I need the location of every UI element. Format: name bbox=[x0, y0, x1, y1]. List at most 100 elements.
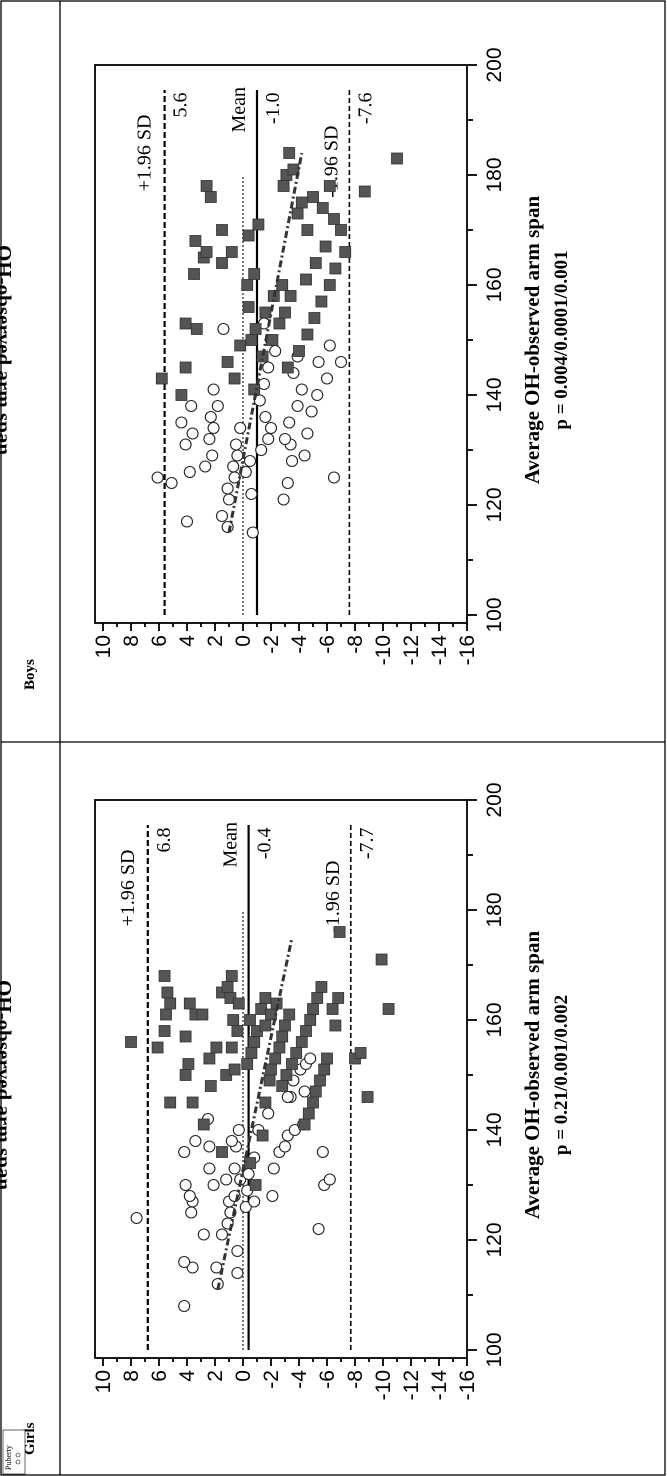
data-point-circle bbox=[334, 355, 348, 369]
data-point-square bbox=[196, 1008, 209, 1021]
data-point-circle bbox=[281, 476, 294, 490]
data-point-circle bbox=[245, 487, 258, 501]
data-point-circle bbox=[186, 427, 199, 440]
data-point-circle bbox=[175, 416, 188, 429]
data-point-circle bbox=[178, 1145, 191, 1159]
y-tick-label: -4 bbox=[288, 1370, 311, 1389]
data-point-circle bbox=[323, 339, 336, 352]
data-point-square bbox=[339, 246, 352, 258]
data-point-square bbox=[358, 185, 371, 198]
data-point-circle bbox=[304, 1052, 317, 1065]
data-point-square bbox=[228, 372, 241, 385]
data-point-square bbox=[276, 279, 289, 291]
data-point-square bbox=[234, 339, 247, 352]
data-point-circle bbox=[231, 449, 244, 462]
data-point-square bbox=[227, 1014, 240, 1026]
data-point-square bbox=[190, 323, 203, 335]
data-point-circle bbox=[228, 1162, 241, 1175]
y-tick-label: -16 bbox=[456, 1370, 479, 1400]
data-point-square bbox=[315, 295, 328, 308]
data-point-circle bbox=[234, 421, 247, 435]
group-label-girls: Girls bbox=[22, 1422, 38, 1455]
data-point-square bbox=[382, 1003, 395, 1015]
data-point-circle bbox=[207, 421, 220, 435]
data-point-circle bbox=[203, 1162, 216, 1175]
y-tick-label: -6 bbox=[316, 635, 339, 654]
y-tick-label: 10 bbox=[92, 635, 115, 658]
data-point-square bbox=[276, 1030, 289, 1043]
y-tick-label: 6 bbox=[148, 635, 171, 647]
data-point-circle bbox=[207, 1178, 220, 1192]
data-point-circle bbox=[231, 1266, 244, 1280]
data-point-circle bbox=[165, 476, 178, 490]
data-point-square bbox=[307, 191, 319, 203]
data-point-square bbox=[242, 229, 255, 242]
data-point-square bbox=[125, 1036, 137, 1048]
data-point-square bbox=[179, 1069, 192, 1081]
data-point-square bbox=[216, 224, 228, 236]
data-point-square bbox=[284, 290, 297, 302]
data-point-circle bbox=[278, 1140, 292, 1153]
y-tick-label: -16 bbox=[456, 635, 479, 665]
data-point-square bbox=[309, 257, 322, 269]
data-point-square bbox=[273, 317, 286, 330]
data-point-circle bbox=[305, 405, 318, 418]
lower-loa-value: -7.7 bbox=[356, 828, 378, 860]
data-point-square bbox=[203, 1052, 216, 1065]
data-point-square bbox=[259, 992, 272, 1004]
data-point-circle bbox=[312, 355, 325, 369]
data-point-circle bbox=[312, 1222, 325, 1236]
data-point-square bbox=[259, 1019, 272, 1032]
data-point-square bbox=[329, 1019, 342, 1032]
mean-label: Mean bbox=[228, 87, 250, 133]
x-tick-label: 120 bbox=[483, 487, 506, 522]
data-point-circle bbox=[232, 1123, 245, 1137]
data-point-square bbox=[328, 213, 340, 225]
data-point-square bbox=[245, 1047, 258, 1059]
y-tick-label: -4 bbox=[288, 635, 311, 654]
data-point-square bbox=[323, 180, 336, 192]
data-point-square bbox=[265, 1063, 277, 1076]
data-point-circle bbox=[197, 1228, 210, 1241]
data-point-square bbox=[158, 1025, 171, 1037]
data-point-square bbox=[252, 218, 265, 231]
data-point-square bbox=[335, 224, 347, 236]
x-tick-label: 140 bbox=[483, 377, 506, 412]
data-point-square bbox=[216, 1146, 228, 1158]
mean-value: -1.0 bbox=[262, 93, 284, 125]
data-point-square bbox=[287, 163, 300, 176]
data-point-square bbox=[329, 262, 342, 275]
data-point-circle bbox=[243, 454, 257, 468]
y-tick-label: -12 bbox=[400, 1370, 423, 1400]
mean-value: -0.4 bbox=[254, 828, 276, 860]
data-point-square bbox=[244, 1014, 256, 1026]
data-point-square bbox=[151, 1041, 164, 1054]
data-point-square bbox=[256, 1129, 269, 1142]
data-point-square bbox=[314, 1074, 326, 1087]
data-point-square bbox=[300, 273, 312, 286]
data-point-square bbox=[283, 1008, 296, 1021]
data-point-circle bbox=[183, 465, 196, 479]
data-point-circle bbox=[229, 438, 243, 451]
data-point-square bbox=[301, 328, 314, 341]
data-point-square bbox=[279, 1019, 291, 1032]
data-point-circle bbox=[266, 1189, 279, 1203]
data-point-square bbox=[189, 235, 202, 247]
data-point-circle bbox=[283, 416, 296, 429]
data-point-circle bbox=[316, 1145, 329, 1159]
data-point-square bbox=[302, 1107, 315, 1120]
data-point-circle bbox=[227, 460, 240, 473]
y-tick-label: 6 bbox=[148, 1370, 171, 1382]
legend-title: Puberty bbox=[4, 1445, 13, 1470]
data-point-circle bbox=[220, 1173, 233, 1186]
data-point-circle bbox=[178, 1299, 191, 1313]
x-tick-label: 100 bbox=[483, 1332, 506, 1367]
data-point-circle bbox=[277, 493, 290, 506]
data-point-circle bbox=[151, 471, 164, 484]
data-point-square bbox=[309, 1085, 322, 1098]
data-point-circle bbox=[222, 493, 236, 506]
data-point-circle bbox=[323, 1173, 336, 1186]
data-point-square bbox=[263, 1074, 276, 1087]
mean-label: Mean bbox=[220, 822, 242, 868]
data-point-square bbox=[319, 240, 332, 253]
